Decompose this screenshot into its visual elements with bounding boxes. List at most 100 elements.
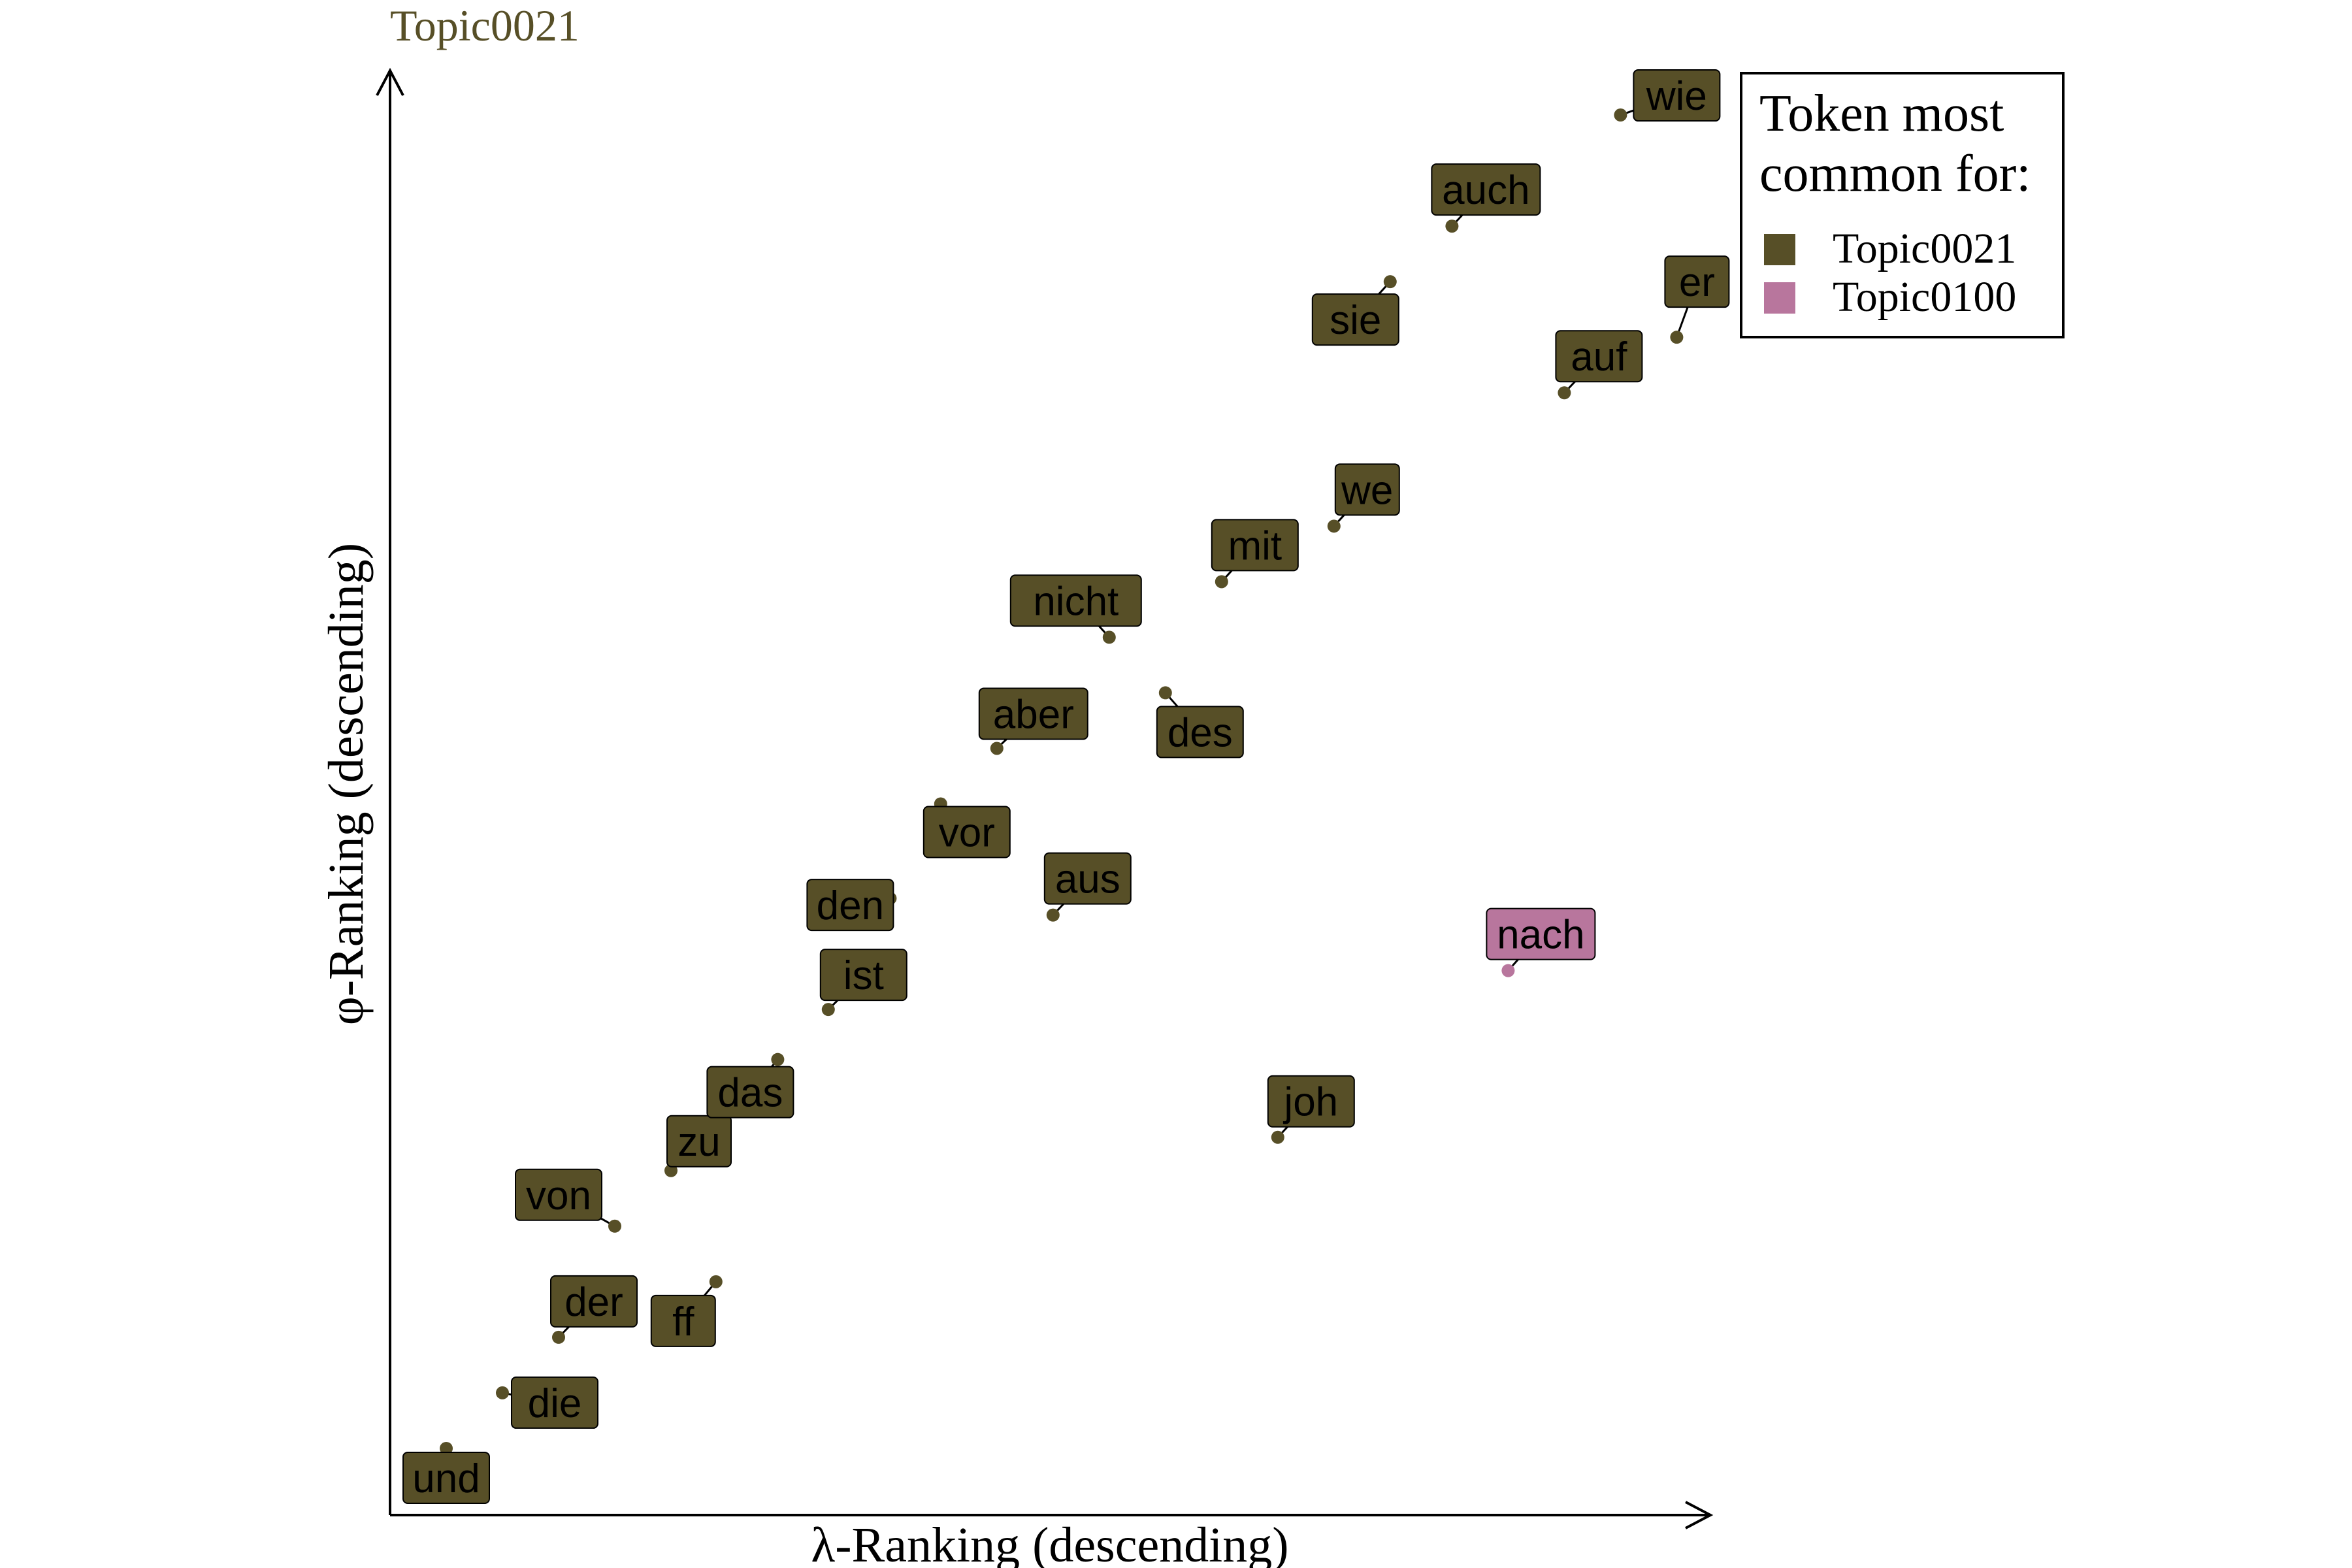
- label-box-mit: [1211, 519, 1299, 572]
- legend-swatch-topic0021: [1764, 234, 1795, 265]
- label-text-auf: auf: [1571, 335, 1627, 380]
- axes: [376, 67, 1714, 1529]
- point-ff: [709, 1275, 723, 1288]
- label-box-nicht: [1009, 574, 1142, 627]
- label-text-ist: ist: [843, 953, 884, 998]
- label-text-we: we: [1341, 468, 1393, 513]
- data-points: [440, 108, 1684, 1455]
- label-box-und: [402, 1451, 490, 1504]
- label-box-joh: [1267, 1075, 1355, 1128]
- label-nach: nach: [1486, 907, 1596, 960]
- label-den: den: [806, 879, 894, 932]
- label-we: we: [1334, 463, 1400, 516]
- label-text-von: von: [526, 1173, 591, 1218]
- point-auf: [1558, 386, 1571, 400]
- label-text-nicht: nicht: [1033, 579, 1119, 624]
- label-box-we: [1334, 463, 1400, 516]
- label-text-nach: nach: [1497, 913, 1584, 958]
- label-aber: aber: [978, 687, 1088, 740]
- label-der: der: [550, 1275, 638, 1328]
- point-we: [1327, 519, 1341, 533]
- label-box-aber: [978, 687, 1088, 740]
- point-die: [496, 1386, 509, 1399]
- label-text-das: das: [717, 1071, 783, 1116]
- label-box-von: [515, 1168, 602, 1221]
- label-und: und: [402, 1451, 490, 1504]
- label-box-auf: [1555, 330, 1643, 383]
- label-text-vor: vor: [939, 811, 995, 856]
- label-von: von: [515, 1168, 602, 1221]
- legend: Token most common for: Topic0021 Topic01…: [1740, 72, 2065, 338]
- point-das: [771, 1053, 785, 1066]
- point-auch: [1445, 220, 1459, 233]
- label-box-wie: [1633, 69, 1721, 122]
- label-text-zu: zu: [678, 1120, 720, 1165]
- label-das: das: [706, 1066, 794, 1119]
- point-wie: [1614, 108, 1627, 122]
- label-auch: auch: [1431, 163, 1541, 216]
- label-text-sie: sie: [1330, 298, 1381, 343]
- label-text-ff: ff: [672, 1299, 694, 1345]
- label-nicht: nicht: [1009, 574, 1142, 627]
- label-text-auch: auch: [1442, 168, 1529, 213]
- label-box-den: [806, 879, 894, 932]
- point-aus: [1046, 908, 1060, 922]
- label-box-nach: [1486, 907, 1596, 960]
- label-text-mit: mit: [1228, 523, 1282, 568]
- point-des: [1158, 686, 1172, 700]
- label-text-wie: wie: [1646, 74, 1707, 119]
- label-auf: auf: [1555, 330, 1643, 383]
- label-joh: joh: [1267, 1075, 1355, 1128]
- label-er: er: [1664, 255, 1730, 308]
- chart-title: Topic0021: [390, 1, 580, 50]
- label-die: die: [511, 1376, 598, 1429]
- label-text-aber: aber: [993, 692, 1074, 737]
- label-text-und: und: [412, 1456, 480, 1501]
- legend-entry-topic0021: Topic0021: [1833, 225, 2016, 272]
- label-box-er: [1664, 255, 1730, 308]
- point-mit: [1215, 575, 1228, 589]
- label-box-auch: [1431, 163, 1541, 216]
- point-ist: [821, 1003, 835, 1017]
- label-text-die: die: [528, 1381, 582, 1426]
- label-vor: vor: [923, 806, 1011, 858]
- label-text-den: den: [817, 883, 884, 928]
- point-von: [608, 1219, 621, 1233]
- point-aber: [990, 742, 1004, 755]
- label-ist: ist: [819, 949, 907, 1002]
- label-box-vor: [923, 806, 1011, 858]
- label-box-die: [511, 1376, 598, 1429]
- label-box-des: [1156, 706, 1244, 759]
- point-er: [1670, 331, 1684, 344]
- point-sie: [1383, 275, 1397, 289]
- label-box-aus: [1043, 852, 1132, 905]
- label-box-der: [550, 1275, 638, 1328]
- point-der: [552, 1330, 565, 1344]
- legend-entry-topic0100: Topic0100: [1833, 273, 2016, 321]
- label-sie: sie: [1311, 293, 1399, 346]
- label-aus: aus: [1043, 852, 1132, 905]
- label-text-aus: aus: [1055, 857, 1120, 902]
- y-axis-label: φ-Ranking (descending): [319, 543, 374, 1025]
- label-text-er: er: [1679, 260, 1715, 305]
- label-ff: ff: [650, 1294, 716, 1347]
- x-axis-arrowhead: [1685, 1501, 1714, 1529]
- legend-title-line-2: common for:: [1759, 145, 2031, 203]
- x-axis-label: λ-Ranking (descending): [811, 1518, 1288, 1568]
- legend-title-line-1: Token most: [1759, 85, 2004, 142]
- label-mit: mit: [1211, 519, 1299, 572]
- label-zu: zu: [666, 1115, 732, 1168]
- y-axis-arrowhead: [376, 67, 404, 96]
- label-box-ist: [819, 949, 907, 1002]
- legend-swatch-topic0100: [1764, 282, 1795, 314]
- label-text-des: des: [1168, 710, 1233, 755]
- label-box-zu: [666, 1115, 732, 1168]
- label-box-ff: [650, 1294, 716, 1347]
- label-connectors: [502, 94, 1698, 1404]
- point-nach: [1501, 964, 1515, 977]
- point-nicht: [1102, 630, 1116, 644]
- label-text-der: der: [564, 1280, 623, 1325]
- point-joh: [1271, 1130, 1284, 1144]
